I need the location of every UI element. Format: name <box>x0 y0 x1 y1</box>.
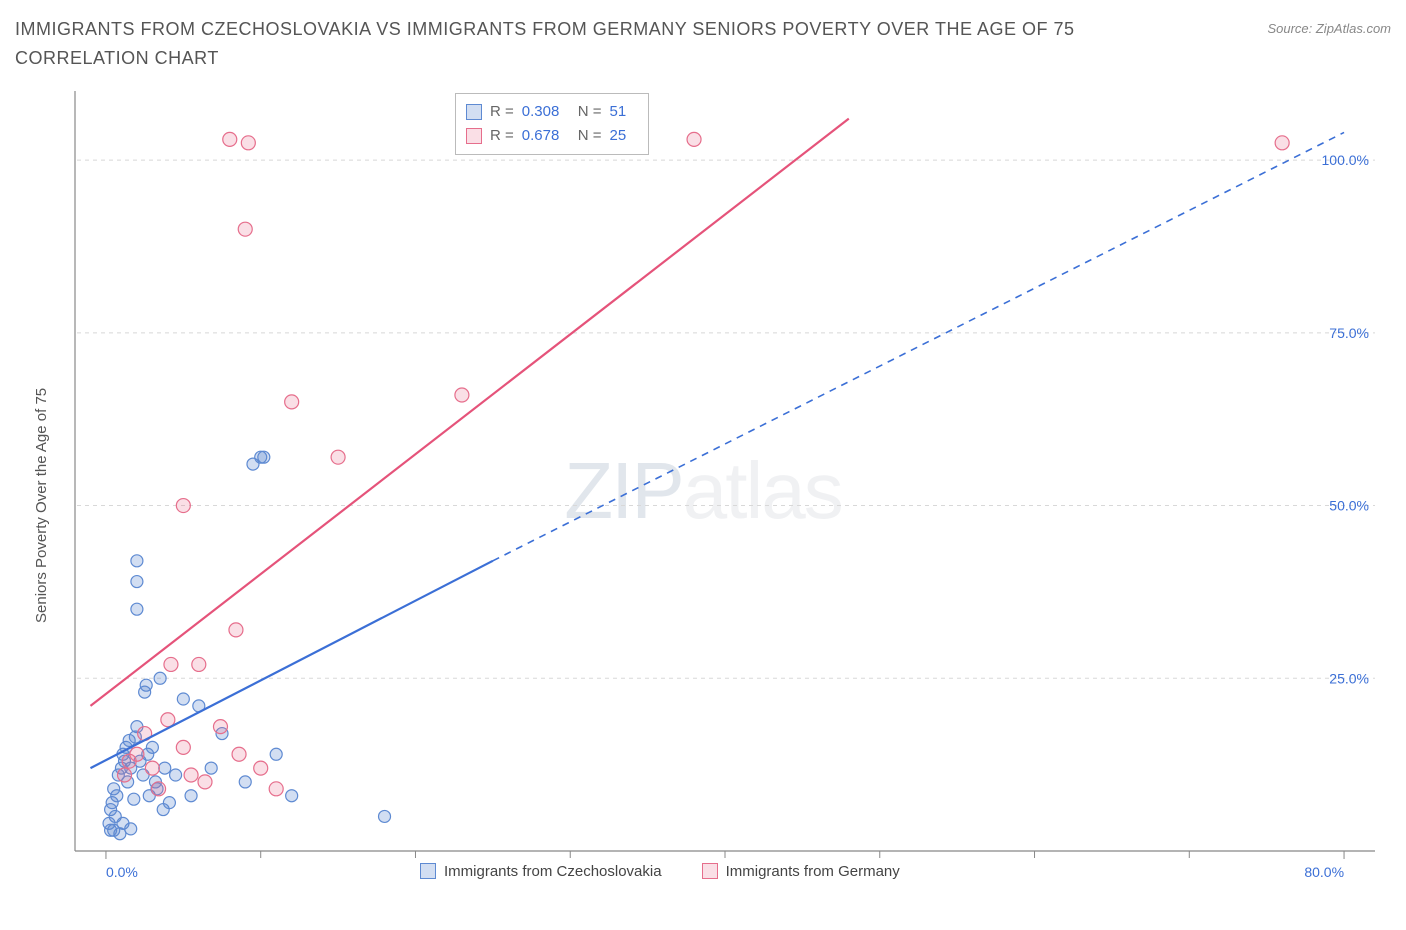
y-tick-label: 100.0% <box>1322 152 1369 168</box>
x-tick-label: 80.0% <box>1304 864 1344 880</box>
data-point-czech <box>379 810 391 822</box>
data-point-germany <box>118 768 132 782</box>
legend-item-czech: Immigrants from Czechoslovakia <box>420 863 662 880</box>
data-point-czech <box>128 793 140 805</box>
n-label: N = <box>578 100 602 124</box>
data-point-czech <box>286 789 298 801</box>
stats-row-germany: R = 0.678 N = 25 <box>466 124 638 148</box>
data-point-czech <box>146 741 158 753</box>
r-label: R = <box>490 124 514 148</box>
data-point-germany <box>176 498 190 512</box>
data-point-germany <box>184 768 198 782</box>
data-point-germany <box>285 395 299 409</box>
n-value-germany: 25 <box>610 124 638 148</box>
stats-row-czech: R = 0.308 N = 51 <box>466 100 638 124</box>
data-point-germany <box>254 761 268 775</box>
data-point-czech <box>159 762 171 774</box>
data-point-germany <box>241 135 255 149</box>
n-label: N = <box>578 124 602 148</box>
legend-label-germany: Immigrants from Germany <box>726 863 900 880</box>
data-point-czech <box>270 748 282 760</box>
data-point-czech <box>154 672 166 684</box>
source-attribution: Source: ZipAtlas.com <box>1267 21 1391 36</box>
data-point-germany <box>213 719 227 733</box>
data-point-czech <box>185 789 197 801</box>
data-point-germany <box>229 623 243 637</box>
data-point-germany <box>130 747 144 761</box>
data-point-germany <box>1275 135 1289 149</box>
data-point-germany <box>176 740 190 754</box>
data-point-germany <box>192 657 206 671</box>
data-point-germany <box>152 781 166 795</box>
trendline-czech <box>90 560 492 767</box>
data-point-germany <box>238 222 252 236</box>
x-tick-label: 0.0% <box>106 864 138 880</box>
y-tick-label: 25.0% <box>1329 670 1369 686</box>
data-point-czech <box>131 554 143 566</box>
n-value-czech: 51 <box>610 100 638 124</box>
data-point-czech <box>125 822 137 834</box>
data-point-czech <box>258 451 270 463</box>
data-point-germany <box>232 747 246 761</box>
correlation-stats-box: R = 0.308 N = 51 R = 0.678 N = 25 <box>455 93 649 155</box>
data-point-germany <box>331 450 345 464</box>
data-point-germany <box>223 132 237 146</box>
chart-svg: 25.0% 50.0% 75.0% 100.0% 0.0% 80.0% <box>15 81 1385 901</box>
series-legend: Immigrants from Czechoslovakia Immigrants… <box>420 863 900 880</box>
legend-swatch-germany <box>702 863 718 879</box>
data-point-czech <box>170 769 182 781</box>
data-point-czech <box>111 789 123 801</box>
data-point-germany <box>269 781 283 795</box>
data-point-germany <box>145 761 159 775</box>
data-point-czech <box>131 575 143 587</box>
data-point-czech <box>163 796 175 808</box>
y-tick-label: 50.0% <box>1329 497 1369 513</box>
swatch-germany <box>466 128 482 144</box>
trendline-germany <box>90 118 848 705</box>
data-point-germany <box>455 388 469 402</box>
header-row: IMMIGRANTS FROM CZECHOSLOVAKIA VS IMMIGR… <box>15 15 1391 73</box>
r-label: R = <box>490 100 514 124</box>
data-point-czech <box>140 679 152 691</box>
y-tick-label: 75.0% <box>1329 324 1369 340</box>
legend-swatch-czech <box>420 863 436 879</box>
legend-label-czech: Immigrants from Czechoslovakia <box>444 863 662 880</box>
chart-container: Seniors Poverty Over the Age of 75 ZIPat… <box>15 81 1391 901</box>
r-value-germany: 0.678 <box>522 124 570 148</box>
data-point-germany <box>198 775 212 789</box>
data-point-czech <box>105 824 117 836</box>
legend-item-germany: Immigrants from Germany <box>702 863 900 880</box>
trendline-dash-czech <box>493 132 1344 560</box>
data-point-czech <box>239 776 251 788</box>
data-point-germany <box>164 657 178 671</box>
data-point-czech <box>205 762 217 774</box>
data-point-germany <box>687 132 701 146</box>
chart-title: IMMIGRANTS FROM CZECHOSLOVAKIA VS IMMIGR… <box>15 15 1115 73</box>
r-value-czech: 0.308 <box>522 100 570 124</box>
data-point-czech <box>177 693 189 705</box>
swatch-czech <box>466 104 482 120</box>
data-point-czech <box>131 603 143 615</box>
